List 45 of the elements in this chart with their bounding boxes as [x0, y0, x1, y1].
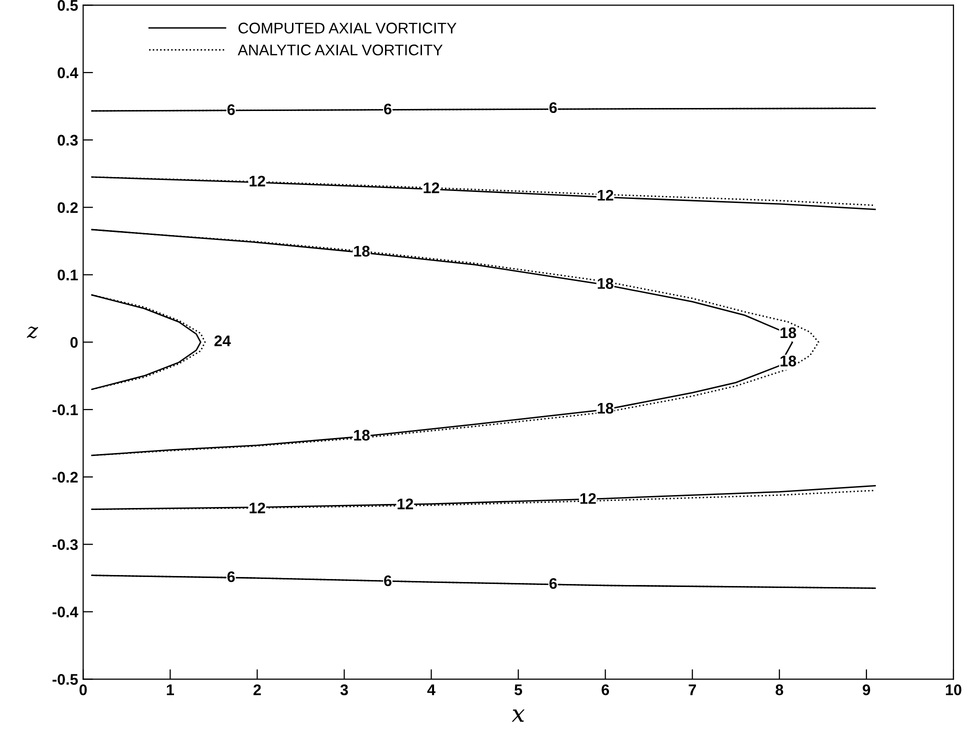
- legend-label: ANALYTIC AXIAL VORTICITY: [238, 44, 443, 56]
- annotation: 12: [424, 182, 440, 194]
- y-tick-label: -0.3: [52, 539, 78, 550]
- annotation: 6: [549, 102, 557, 114]
- y-tick-label: -0.2: [52, 472, 78, 483]
- y-tick-label: -0.5: [52, 674, 78, 685]
- annotation: 12: [250, 502, 266, 514]
- y-tick-label: 0.2: [58, 202, 78, 214]
- x-tick-label: 3: [340, 684, 348, 696]
- y-tick-label: 0.3: [58, 134, 78, 146]
- annotation: 6: [227, 571, 235, 582]
- annotation: 18: [354, 430, 370, 441]
- y-tick-label: 0.4: [58, 67, 78, 78]
- x-tick-label: 2: [254, 684, 261, 696]
- x-axis-title: x: [512, 709, 525, 722]
- x-tick-label: 9: [862, 684, 870, 696]
- x-tick-label: 10: [946, 684, 962, 696]
- y-axis-title: z: [26, 326, 38, 338]
- annotation: 12: [250, 176, 266, 186]
- x-tick-label: 1: [166, 684, 174, 696]
- annotation: 6: [227, 104, 235, 116]
- annotation: 6: [384, 104, 392, 114]
- y-tick-label: 0.5: [58, 0, 78, 11]
- x-tick-label: 5: [514, 684, 522, 696]
- x-tick-label: 4: [427, 684, 436, 696]
- y-tick-label: 0: [70, 337, 78, 348]
- legend-label: COMPUTED AXIAL VORTICITY: [238, 22, 456, 34]
- y-tick-label: 0.1: [58, 270, 78, 280]
- annotation: 18: [780, 356, 796, 366]
- y-tick-label: -0.1: [52, 404, 78, 416]
- annotation: 24: [214, 335, 231, 346]
- x-tick-label: 6: [602, 684, 610, 696]
- annotation: 6: [549, 578, 557, 589]
- annotation: 18: [598, 278, 614, 289]
- annotation: 18: [598, 402, 614, 414]
- x-tick-label: 8: [776, 684, 784, 696]
- annotation: 12: [398, 498, 414, 510]
- annotation: 18: [354, 246, 370, 257]
- y-tick-label: -0.4: [52, 606, 78, 618]
- x-tick-label: 0: [80, 684, 87, 696]
- annotation: 18: [780, 327, 796, 338]
- annotation: 6: [384, 575, 392, 586]
- x-tick-label: 7: [688, 684, 696, 696]
- annotation: 12: [580, 493, 596, 504]
- annotation: 12: [598, 190, 614, 201]
